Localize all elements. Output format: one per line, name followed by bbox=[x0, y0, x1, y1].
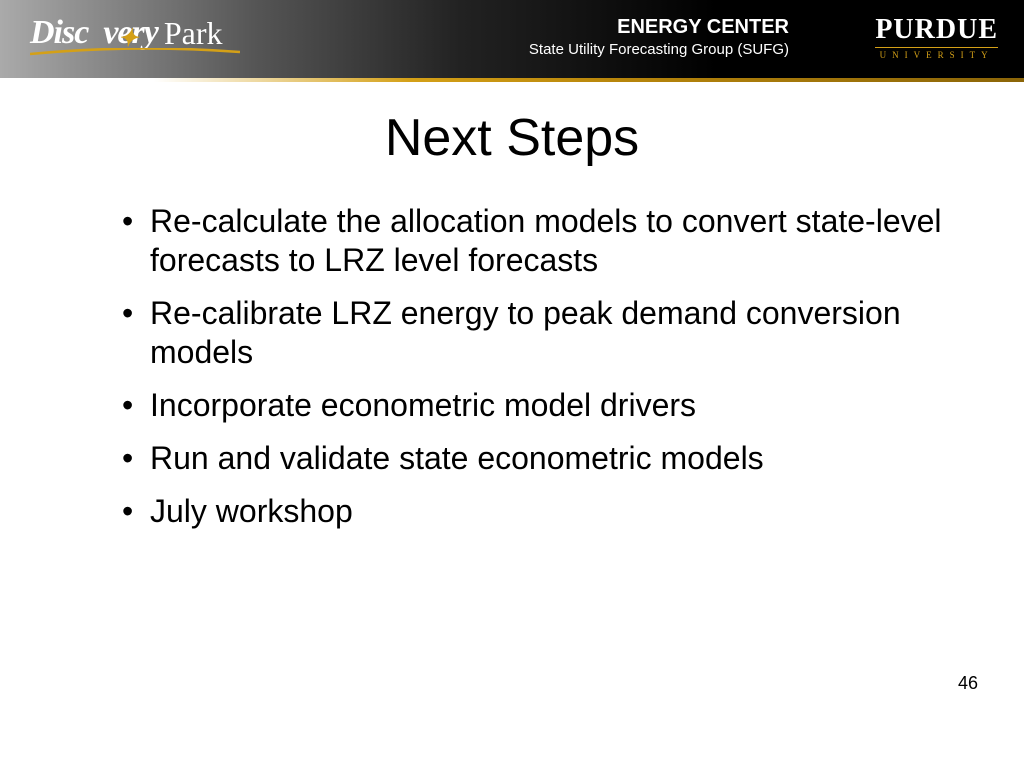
slide-title: Next Steps bbox=[60, 108, 964, 168]
swoosh-icon bbox=[30, 48, 240, 58]
page-number: 46 bbox=[958, 673, 978, 694]
purdue-text: PURDUE bbox=[875, 14, 998, 46]
university-text: UNIVERSITY bbox=[875, 47, 998, 60]
logo-text-part1: Disc bbox=[30, 14, 88, 51]
sufg-label: State Utility Forecasting Group (SUFG) bbox=[529, 41, 789, 58]
bullet-list: Re-calculate the allocation models to co… bbox=[60, 202, 964, 531]
list-item: July workshop bbox=[122, 492, 964, 531]
purdue-logo: PURDUE UNIVERSITY bbox=[875, 14, 998, 60]
energy-center-label: ENERGY CENTER bbox=[529, 16, 789, 39]
logo-text-part2: Park bbox=[164, 15, 223, 52]
slide-body: Next Steps Re-calculate the allocation m… bbox=[0, 78, 1024, 531]
discovery-park-logo: Disc✦ very Park bbox=[30, 14, 223, 52]
list-item: Run and validate state econometric model… bbox=[122, 439, 964, 478]
list-item: Re-calibrate LRZ energy to peak demand c… bbox=[122, 294, 964, 372]
list-item: Incorporate econometric model drivers bbox=[122, 386, 964, 425]
header-center-text: ENERGY CENTER State Utility Forecasting … bbox=[529, 16, 789, 58]
slide-header: Disc✦ very Park ENERGY CENTER State Util… bbox=[0, 0, 1024, 78]
list-item: Re-calculate the allocation models to co… bbox=[122, 202, 964, 280]
